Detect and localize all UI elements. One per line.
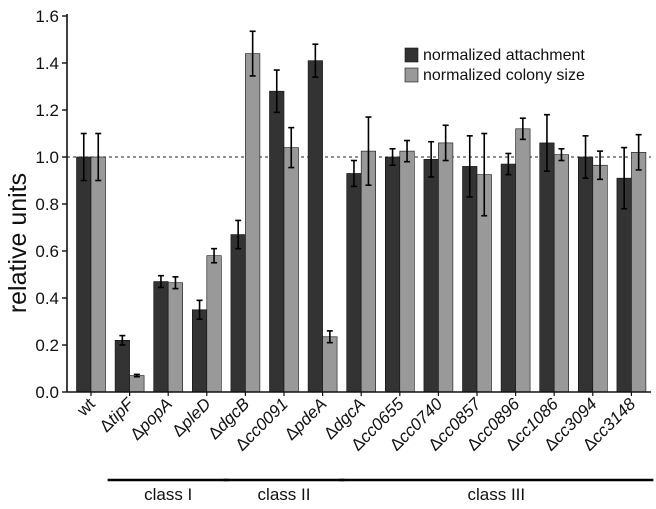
bar bbox=[553, 154, 570, 393]
bar bbox=[167, 282, 183, 393]
bar bbox=[438, 142, 454, 393]
y-tick-label: 0.4 bbox=[35, 289, 59, 308]
bar bbox=[616, 177, 632, 393]
x-tick-label: wt bbox=[73, 394, 99, 420]
bar bbox=[76, 156, 92, 393]
bar bbox=[230, 234, 246, 393]
error-bar bbox=[466, 135, 473, 198]
error-bar bbox=[365, 116, 372, 186]
bar bbox=[129, 375, 145, 393]
error-bar bbox=[288, 126, 295, 169]
bar bbox=[269, 90, 285, 393]
bar bbox=[500, 163, 516, 393]
y-tick-label: 0.6 bbox=[35, 242, 59, 261]
error-bar bbox=[505, 152, 512, 176]
bar bbox=[245, 53, 261, 393]
error-bar bbox=[119, 334, 126, 346]
error-bar bbox=[635, 133, 642, 171]
bar bbox=[631, 152, 647, 393]
group-label: class I bbox=[144, 485, 192, 504]
error-bar bbox=[442, 124, 449, 162]
bar bbox=[114, 339, 130, 393]
error-bar bbox=[404, 139, 411, 163]
y-tick-label: 1.6 bbox=[35, 7, 59, 26]
error-bar bbox=[312, 43, 319, 78]
error-bar bbox=[582, 135, 589, 179]
bar bbox=[592, 164, 608, 393]
legend-swatch bbox=[404, 67, 419, 83]
bar bbox=[399, 150, 415, 393]
legend: normalized attachment normalized colony s… bbox=[404, 47, 585, 84]
y-axis-label: relative units bbox=[4, 173, 32, 313]
bar bbox=[90, 156, 106, 393]
bar bbox=[577, 156, 594, 393]
y-tick-label: 0.2 bbox=[35, 336, 59, 355]
error-bar bbox=[95, 132, 102, 182]
error-bar bbox=[157, 274, 164, 289]
x-tick-label: ΔpopA bbox=[126, 394, 176, 444]
bar bbox=[192, 309, 208, 393]
bar bbox=[539, 142, 555, 393]
error-bar bbox=[481, 132, 488, 217]
bar bbox=[384, 156, 401, 393]
y-tick-label: 1.4 bbox=[35, 54, 59, 73]
error-bar bbox=[80, 132, 87, 182]
error-bar bbox=[273, 69, 280, 114]
legend-label: normalized colony size bbox=[423, 67, 585, 84]
error-bar bbox=[133, 373, 140, 378]
class-groups: class I class II class III bbox=[107, 478, 654, 504]
y-tick-label: 1.2 bbox=[35, 101, 59, 120]
bar bbox=[423, 159, 439, 393]
y-tick-label: 0.8 bbox=[35, 195, 59, 214]
bar bbox=[462, 166, 478, 393]
bar bbox=[307, 60, 323, 393]
error-bar bbox=[558, 147, 565, 162]
y-tick-label: 0.0 bbox=[35, 383, 59, 402]
error-bar bbox=[350, 159, 357, 188]
bar bbox=[283, 147, 299, 393]
error-bar bbox=[326, 330, 333, 344]
error-bar bbox=[621, 146, 628, 210]
group-label: class III bbox=[467, 485, 525, 504]
error-bar bbox=[211, 247, 218, 264]
x-tick-label: ΔpdeA bbox=[281, 394, 331, 444]
error-bar bbox=[597, 150, 604, 181]
bar bbox=[206, 255, 222, 393]
y-tick-label: 1.0 bbox=[35, 148, 59, 167]
bar bbox=[515, 128, 531, 393]
error-bar bbox=[543, 113, 550, 172]
legend-swatch bbox=[404, 47, 419, 63]
error-bar bbox=[172, 276, 179, 290]
error-bar bbox=[249, 30, 256, 77]
group-label: class II bbox=[258, 485, 311, 504]
legend-label: normalized attachment bbox=[423, 47, 585, 64]
error-bar bbox=[428, 140, 435, 178]
error-bar bbox=[519, 117, 526, 141]
bars-layer bbox=[76, 30, 647, 393]
bar bbox=[360, 150, 377, 393]
bar bbox=[153, 281, 169, 393]
error-bar bbox=[389, 147, 396, 167]
error-bar bbox=[196, 299, 203, 320]
error-bar bbox=[235, 219, 242, 250]
bar bbox=[346, 173, 362, 393]
bar bbox=[322, 336, 338, 393]
